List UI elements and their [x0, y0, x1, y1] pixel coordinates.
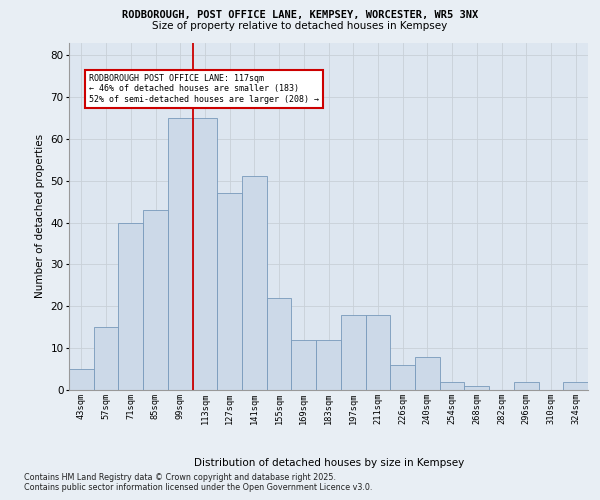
Text: RODBOROUGH POST OFFICE LANE: 117sqm
← 46% of detached houses are smaller (183)
5: RODBOROUGH POST OFFICE LANE: 117sqm ← 46…	[89, 74, 319, 104]
Bar	[69, 369, 94, 390]
Bar	[464, 386, 489, 390]
Bar	[514, 382, 539, 390]
Bar	[242, 176, 267, 390]
Bar	[390, 365, 415, 390]
Text: Contains HM Land Registry data © Crown copyright and database right 2025.
Contai: Contains HM Land Registry data © Crown c…	[24, 472, 373, 492]
Bar	[440, 382, 464, 390]
Bar	[341, 314, 365, 390]
Text: Distribution of detached houses by size in Kempsey: Distribution of detached houses by size …	[194, 458, 464, 468]
Bar	[365, 314, 390, 390]
Bar	[563, 382, 588, 390]
Bar	[217, 193, 242, 390]
Bar	[267, 298, 292, 390]
Bar	[168, 118, 193, 390]
Text: RODBOROUGH, POST OFFICE LANE, KEMPSEY, WORCESTER, WR5 3NX: RODBOROUGH, POST OFFICE LANE, KEMPSEY, W…	[122, 10, 478, 20]
Bar	[292, 340, 316, 390]
Y-axis label: Number of detached properties: Number of detached properties	[35, 134, 45, 298]
Bar	[316, 340, 341, 390]
Bar	[94, 327, 118, 390]
Text: Size of property relative to detached houses in Kempsey: Size of property relative to detached ho…	[152, 21, 448, 31]
Bar	[415, 356, 440, 390]
Bar	[193, 118, 217, 390]
Bar	[143, 210, 168, 390]
Bar	[118, 222, 143, 390]
